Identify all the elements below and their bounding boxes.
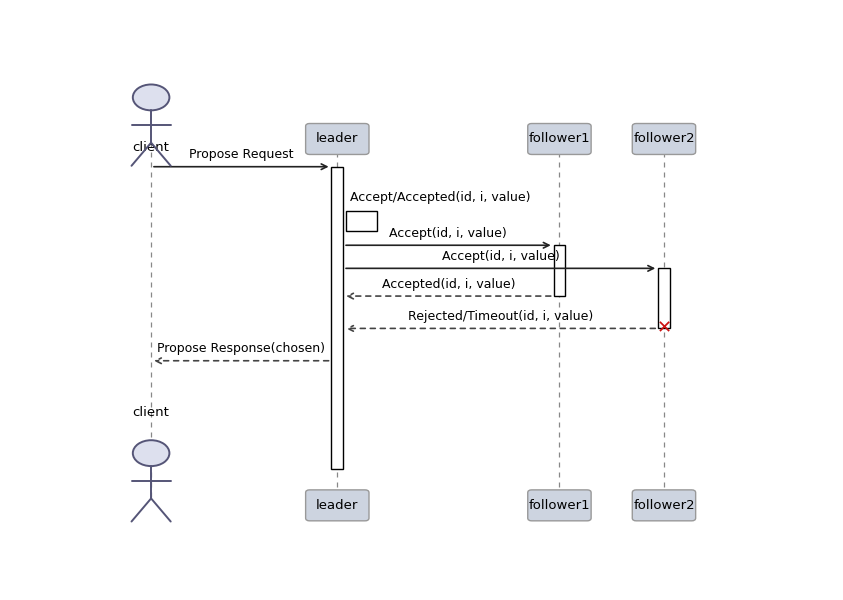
FancyBboxPatch shape [306, 490, 369, 521]
Bar [658, 268, 670, 328]
Text: Propose Request: Propose Request [189, 148, 293, 161]
Text: client: client [132, 406, 169, 419]
Text: Accept/Accepted(id, i, value): Accept/Accepted(id, i, value) [351, 191, 531, 203]
Text: Rejected/Timeout(id, i, value): Rejected/Timeout(id, i, value) [408, 310, 593, 323]
Text: Propose Response(chosen): Propose Response(chosen) [158, 342, 325, 355]
Bar [331, 167, 343, 469]
FancyBboxPatch shape [632, 124, 695, 154]
Text: ✕: ✕ [657, 319, 672, 337]
Text: Accept(id, i, value): Accept(id, i, value) [389, 227, 507, 240]
Text: Accept(id, i, value): Accept(id, i, value) [442, 250, 560, 263]
FancyBboxPatch shape [306, 124, 369, 154]
Text: leader: leader [316, 499, 358, 512]
FancyBboxPatch shape [528, 490, 591, 521]
Circle shape [133, 440, 169, 466]
Text: client: client [132, 141, 169, 154]
FancyBboxPatch shape [528, 124, 591, 154]
Circle shape [133, 85, 169, 110]
Text: follower1: follower1 [529, 499, 590, 512]
Text: Accepted(id, i, value): Accepted(id, i, value) [382, 278, 515, 290]
Bar [554, 245, 566, 296]
FancyBboxPatch shape [632, 490, 695, 521]
Text: leader: leader [316, 133, 358, 145]
Text: follower2: follower2 [633, 133, 695, 145]
Text: follower2: follower2 [633, 499, 695, 512]
Bar [346, 211, 377, 232]
Text: follower1: follower1 [529, 133, 590, 145]
